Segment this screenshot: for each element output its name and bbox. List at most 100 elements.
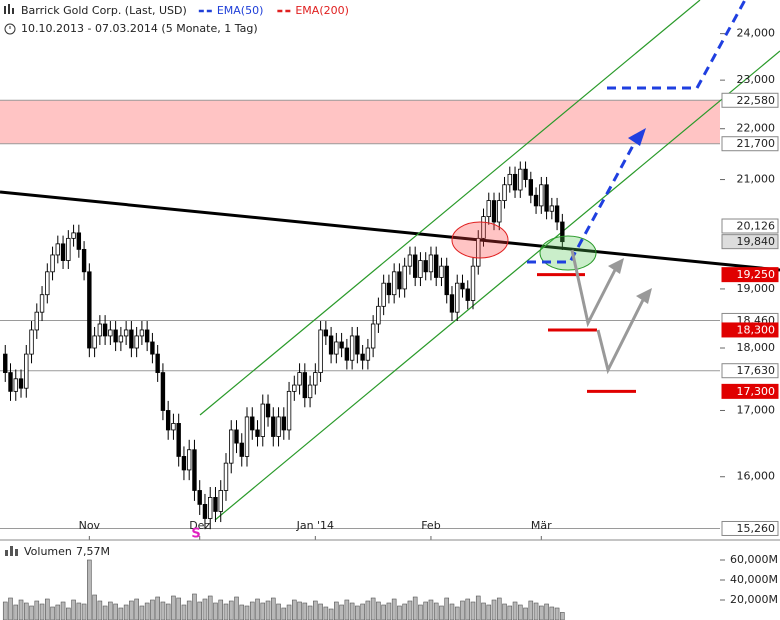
volume-bar: [386, 602, 392, 620]
volume-bar: [418, 604, 423, 620]
candle-body: [307, 384, 313, 399]
channel-upper: [199, 0, 701, 416]
volume-bar: [34, 600, 40, 620]
candle-body: [134, 335, 139, 349]
candle-body: [181, 456, 187, 471]
candle-body: [97, 323, 103, 337]
volume-bar: [176, 597, 181, 620]
volume-bar: [144, 602, 150, 620]
volume-bar: [533, 602, 539, 620]
volume-bar: [39, 603, 45, 620]
candle-body: [549, 205, 555, 212]
price-tag-label: 17,300: [737, 385, 776, 398]
candle-body: [434, 254, 439, 278]
y-tick-label: 21,000: [737, 173, 776, 186]
volume-bar: [355, 605, 360, 620]
candle-body: [318, 329, 323, 373]
price-tag-label: 20,126: [737, 220, 776, 233]
candle-body: [60, 243, 66, 261]
volume-bar: [334, 601, 339, 620]
y-tick-label: 22,000: [737, 122, 776, 135]
candle-body: [407, 254, 413, 267]
volume-bar: [60, 601, 66, 620]
volume-bar: [460, 600, 465, 620]
volume-bar: [255, 598, 260, 620]
highlight-ellipse: [539, 235, 597, 271]
volume-bar: [481, 602, 486, 620]
volume-bar: [360, 603, 365, 620]
volume-bar: [123, 604, 129, 620]
candle-body: [491, 200, 497, 223]
volume-bar: [265, 600, 271, 620]
volume-bar: [18, 599, 24, 620]
volume-bar: [292, 599, 297, 620]
volume-bar: [344, 599, 350, 620]
candle-body: [255, 429, 260, 437]
chart-subtitle: 10.10.2013 - 07.03.2014 (5 Monate, 1 Tag…: [21, 22, 258, 35]
volume-bar: [71, 599, 76, 620]
volume-bar: [223, 603, 229, 620]
volume-bar: [539, 605, 544, 620]
candle-body: [533, 194, 539, 207]
volume-title: Volumen: [24, 545, 72, 558]
candle-body: [24, 353, 29, 389]
candle-body: [470, 265, 476, 301]
volume-bar: [554, 607, 560, 620]
volume-bar: [66, 607, 71, 620]
volume-bar: [97, 600, 103, 620]
price-tag: [721, 363, 779, 379]
volume-bar: [239, 604, 245, 620]
candle-body: [349, 335, 355, 361]
volume-bar: [349, 602, 355, 620]
candle-body: [34, 311, 39, 331]
projection-dashed: [527, 139, 638, 264]
volume-bar: [134, 598, 139, 620]
y-tick-label: 18,000: [737, 341, 776, 354]
volume-bar: [439, 605, 444, 620]
candle-body: [239, 442, 244, 457]
candle-body: [476, 237, 481, 267]
candle-body: [265, 403, 271, 418]
candle-body: [92, 335, 97, 349]
candle-body: [292, 384, 297, 392]
chart-title: Barrick Gold Corp. (Last, USD): [21, 4, 187, 17]
volume-bar: [29, 605, 34, 620]
x-tick-label: Feb: [421, 519, 440, 532]
candle-body: [402, 265, 407, 290]
scenario-arrow: [596, 297, 646, 375]
candle-body: [439, 265, 444, 278]
volume-bar: [549, 606, 555, 620]
candle-body: [502, 184, 507, 201]
volume-bar: [102, 605, 108, 620]
volume-bar: [376, 601, 381, 620]
candle-body: [213, 497, 218, 512]
candle-body: [455, 282, 460, 313]
volume-bar: [23, 602, 29, 620]
clock-icon: [4, 23, 16, 35]
legend-label: EMA(50): [217, 4, 264, 17]
volume-bar: [249, 601, 255, 620]
candle-body: [218, 490, 223, 512]
candle-body: [418, 260, 423, 278]
volume-bar: [13, 604, 19, 620]
zone-layer: [0, 100, 720, 144]
signal-marker: S: [191, 527, 200, 542]
candle-body: [412, 254, 418, 278]
candle-body: [208, 497, 213, 519]
candle-body: [229, 429, 234, 464]
volume-bar: [171, 595, 176, 620]
volume-bar: [108, 601, 113, 620]
volume-bar: [55, 604, 61, 620]
volume-bar: [365, 600, 371, 620]
candle-body: [313, 372, 318, 386]
icon: [15, 549, 18, 556]
volume-bar: [129, 600, 134, 620]
volume-bar: [297, 601, 302, 620]
volume-bar: [397, 605, 402, 620]
candle-body: [18, 378, 24, 389]
volume-bar: [423, 601, 428, 620]
price-tag: [721, 520, 779, 536]
y-tick-label: 16,000: [737, 470, 776, 483]
volume-bar: [270, 597, 276, 620]
candle-body: [497, 200, 502, 223]
